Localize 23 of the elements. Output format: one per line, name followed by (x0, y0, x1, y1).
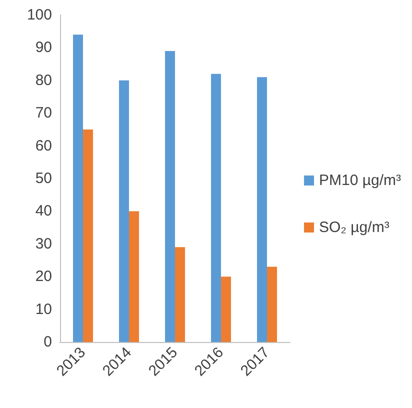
bar (175, 247, 185, 342)
legend-label: SO₂ µg/m³ (319, 219, 390, 236)
bar (221, 276, 231, 342)
y-tick-label: 90 (35, 39, 52, 56)
bar (165, 50, 175, 342)
y-tick-label: 30 (35, 235, 52, 252)
y-tick-label: 0 (44, 334, 52, 350)
y-tick-label: 10 (35, 300, 52, 318)
y-tick-label: 100 (26, 6, 52, 24)
y-tick-label: 50 (35, 170, 52, 187)
bar (211, 74, 221, 342)
legend-label: PM10 µg/m³ (319, 172, 402, 189)
y-tick-label: 70 (35, 104, 52, 122)
bar (83, 129, 93, 342)
bar (119, 80, 129, 342)
y-tick-label: 60 (35, 137, 52, 154)
y-tick-label: 40 (35, 202, 52, 220)
y-tick-label: 20 (35, 268, 52, 286)
y-tick-label: 80 (35, 72, 52, 89)
bar (257, 77, 267, 342)
bar (73, 34, 83, 342)
bar (267, 266, 277, 342)
bar (129, 211, 139, 342)
